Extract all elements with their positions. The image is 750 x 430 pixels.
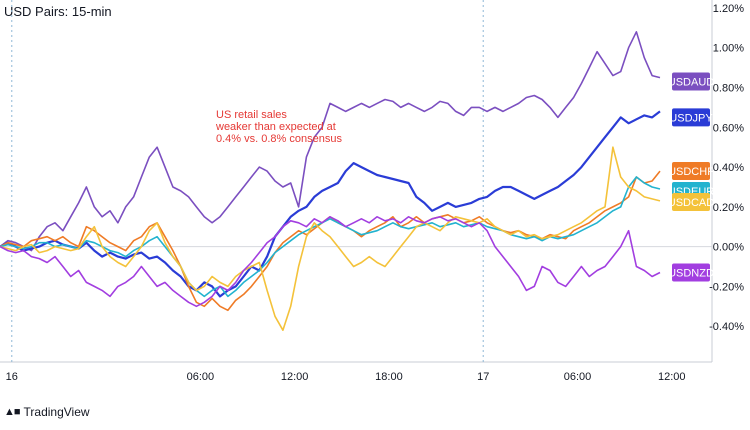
- series-tag-usdaud: USDAUD: [668, 72, 715, 91]
- series-line-usdcad: [0, 146, 661, 331]
- series-tag-label: USDAUD: [668, 77, 715, 89]
- y-tick-label: 0.40%: [713, 162, 744, 174]
- series-tag-usdjpy: USDJPY: [669, 108, 713, 127]
- series-line-usdjpy: [0, 110, 661, 298]
- annotation-line-0: US retail sales: [216, 109, 287, 121]
- series-tag-bg: [672, 263, 710, 282]
- series-tag-usdchf: USDCHF: [668, 162, 714, 181]
- series-tag-usdnzd: USDNZD: [668, 263, 714, 282]
- y-tick-label: -0.40%: [709, 321, 744, 333]
- series-tag-label: USDCHF: [668, 166, 714, 178]
- x-tick-label: 18:00: [375, 371, 403, 383]
- chart-guides: [0, 0, 713, 363]
- x-tick-label: 17: [477, 371, 489, 383]
- series-tag-bg: [672, 162, 710, 181]
- x-tick-label: 06:00: [187, 371, 215, 383]
- series-lines: [0, 31, 661, 331]
- x-tick-label: 12:00: [658, 371, 686, 383]
- series-tag-bg: [672, 72, 710, 91]
- y-tick-label: 1.00%: [713, 43, 744, 55]
- series-tag-label: USDJPY: [669, 112, 713, 124]
- x-tick-label: 16: [6, 371, 18, 383]
- series-tag-bg: [672, 108, 710, 127]
- tradingview-logo-icon: ▲■: [4, 406, 21, 418]
- x-tick-label: 06:00: [564, 371, 592, 383]
- y-tick-label: 0.20%: [713, 202, 744, 214]
- brand-label: TradingView: [23, 405, 90, 419]
- chart-title: USD Pairs: 15-min: [4, 4, 112, 19]
- y-tick-label: 0.60%: [713, 122, 744, 134]
- brand: ▲■ TradingView: [4, 405, 90, 419]
- series-line-usdnzd: [0, 216, 661, 308]
- series-line-usdaud: [0, 31, 661, 252]
- y-tick-label: -0.20%: [709, 281, 744, 293]
- y-tick-label: 0.00%: [713, 242, 744, 254]
- annotation-line-2: 0.4% vs. 0.8% consensus: [216, 133, 342, 145]
- series-tag-label: USDCAD: [668, 197, 715, 209]
- y-tick-label: 1.20%: [713, 3, 744, 15]
- series-tag-label: USDNZD: [668, 267, 714, 279]
- series-tag-bg: [672, 192, 710, 211]
- x-axis: 16 06:00 12:00 18:00 17 06:00 12:00: [6, 371, 686, 383]
- y-tick-label: 0.80%: [713, 83, 744, 95]
- y-axis: 1.20% 1.00% 0.80% 0.60% 0.40% 0.20% 0.00% -0.20…: [709, 3, 744, 333]
- annotation-line-1: weaker than expected at: [215, 121, 336, 133]
- x-tick-label: 12:00: [281, 371, 309, 383]
- series-tag-usdcad: USDCAD: [668, 192, 715, 211]
